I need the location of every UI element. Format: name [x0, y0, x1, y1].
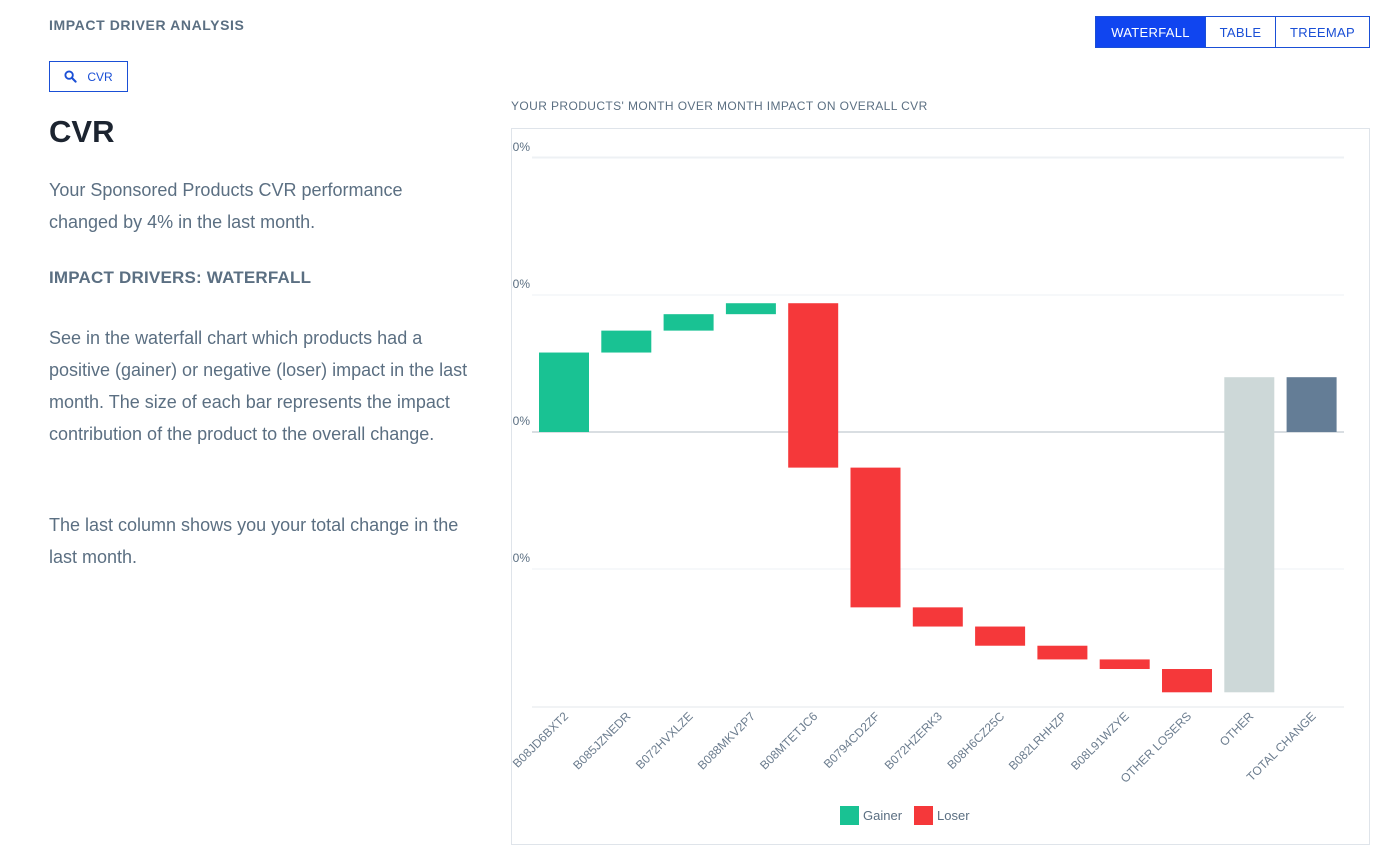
x-tick-label: B08H6CZ25C — [944, 709, 1007, 772]
waterfall-bar — [850, 467, 901, 608]
x-tick-label: B0794CD2ZF — [821, 709, 883, 771]
waterfall-bar — [725, 303, 776, 315]
waterfall-bar — [975, 626, 1026, 646]
view-toggle: WATERFALL TABLE TREEMAP — [1095, 16, 1370, 48]
waterfall-bar — [601, 330, 652, 353]
waterfall-bar — [912, 607, 963, 627]
legend-item-loser[interactable]: Loser — [914, 806, 970, 825]
metric-search-button[interactable]: CVR — [49, 61, 128, 92]
performance-summary: Your Sponsored Products CVR performance … — [49, 180, 403, 232]
last-column-note: The last column shows you your total cha… — [49, 515, 459, 567]
x-tick-label: B088MKV2P7 — [695, 709, 758, 772]
waterfall-bar — [788, 303, 839, 468]
x-tick-label: B072HVXLZE — [633, 709, 696, 772]
x-tick-label: B085JZNEDR — [570, 709, 633, 772]
waterfall-bar — [663, 314, 714, 331]
x-tick-label: B08JD6BXT2 — [512, 709, 571, 771]
x-tick-label: B072HZERK3 — [882, 709, 945, 772]
y-tick-label: 20% — [512, 140, 530, 154]
y-tick-label: 10% — [512, 277, 530, 291]
waterfall-bar — [1286, 377, 1337, 432]
waterfall-bar — [1037, 645, 1088, 660]
x-tick-label: B08MTETJC6 — [757, 709, 820, 772]
waterfall-bar — [1099, 659, 1150, 670]
x-tick-label: B08L91WZYE — [1068, 709, 1132, 773]
legend-item-gainer[interactable]: Gainer — [840, 806, 902, 825]
metric-title: CVR — [49, 114, 115, 149]
tab-waterfall[interactable]: WATERFALL — [1095, 16, 1206, 48]
legend-label-gainer: Gainer — [863, 808, 903, 823]
waterfall-chart: 20% 10% 0% -10% B08JD6BXT2B085JZNEDRB072HVXL… — [512, 140, 1344, 786]
waterfall-explanation: See in the waterfall chart which product… — [49, 328, 468, 444]
x-tick-label: B082LRHHZP — [1006, 709, 1070, 773]
x-tick-label: TOTAL CHANGE — [1244, 709, 1319, 784]
legend-label-loser: Loser — [937, 808, 970, 823]
legend-swatch-gainer — [840, 806, 859, 825]
search-icon — [64, 70, 77, 83]
tab-table[interactable]: TABLE — [1206, 16, 1276, 48]
drivers-heading: IMPACT DRIVERS: WATERFALL — [49, 268, 312, 287]
waterfall-bar — [1162, 669, 1212, 693]
metric-pill-label: CVR — [87, 69, 113, 84]
y-tick-label: -10% — [512, 551, 530, 565]
waterfall-bar — [539, 352, 589, 432]
chart-legend: Gainer Loser — [840, 806, 970, 825]
legend-swatch-loser — [914, 806, 934, 825]
waterfall-bar — [1224, 377, 1275, 693]
section-title: IMPACT DRIVER ANALYSIS — [49, 17, 245, 33]
tab-treemap[interactable]: TREEMAP — [1276, 16, 1370, 48]
y-tick-label: 0% — [513, 414, 531, 428]
x-tick-label: OTHER — [1217, 709, 1257, 749]
chart-container: 20% 10% 0% -10% B08JD6BXT2B085JZNEDRB072HVXL… — [511, 128, 1370, 845]
chart-caption: YOUR PRODUCTS' MONTH OVER MONTH IMPACT O… — [511, 99, 928, 113]
